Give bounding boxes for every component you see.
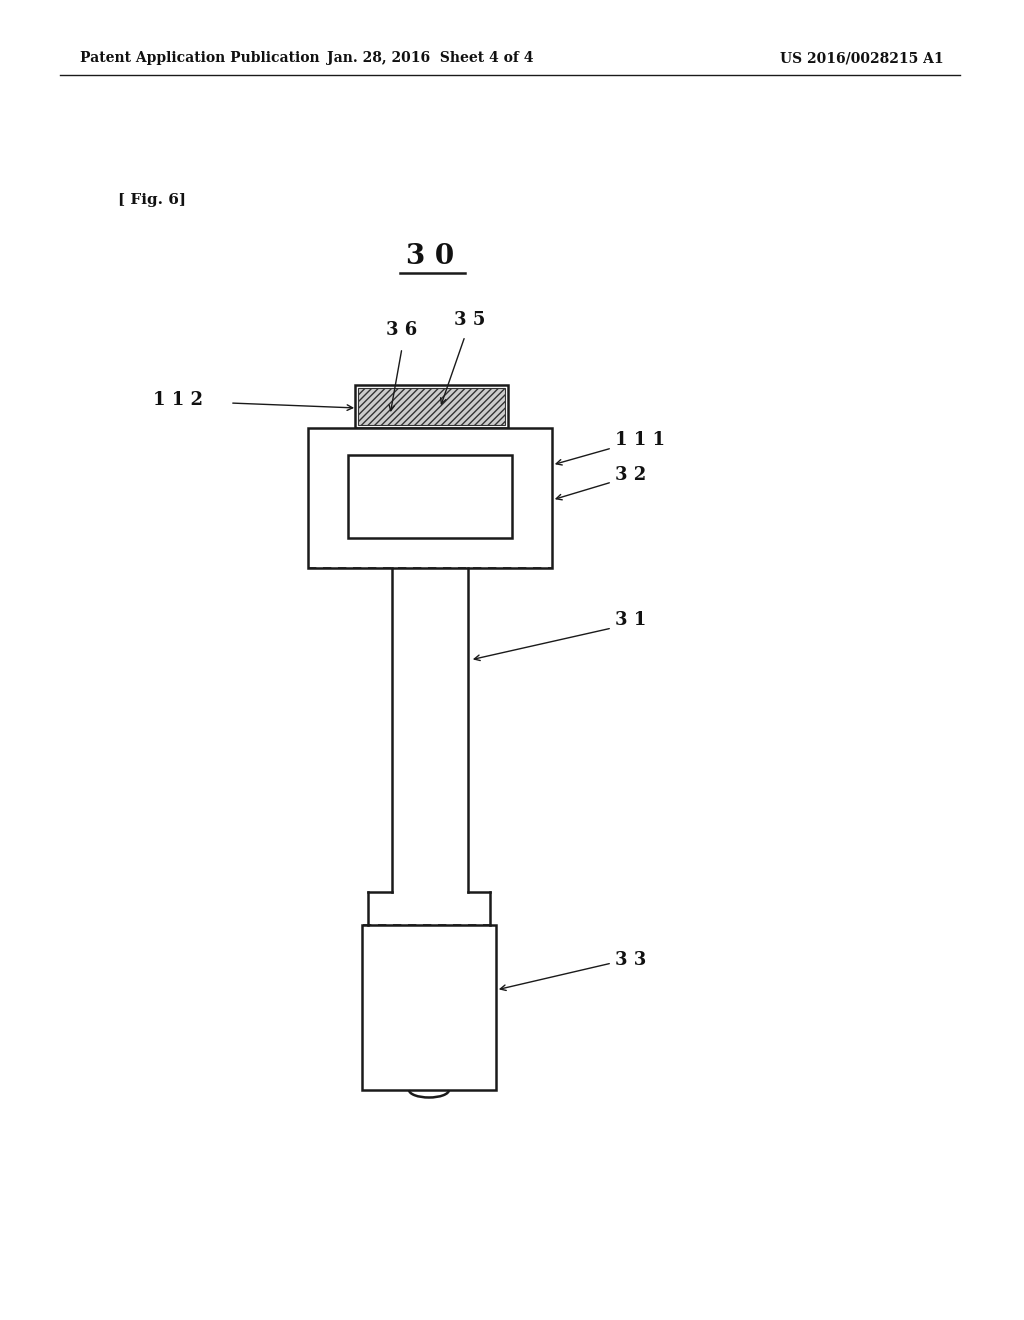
Text: US 2016/0028215 A1: US 2016/0028215 A1 <box>780 51 944 65</box>
Bar <box>358 388 505 425</box>
Text: 1 1 2: 1 1 2 <box>153 391 203 409</box>
Bar <box>348 455 512 539</box>
Bar <box>362 925 496 1090</box>
Bar <box>308 428 552 568</box>
Text: 3 2: 3 2 <box>615 466 646 484</box>
Text: Patent Application Publication: Patent Application Publication <box>80 51 319 65</box>
Text: 3 5: 3 5 <box>455 312 485 329</box>
Text: [ Fig. 6]: [ Fig. 6] <box>118 193 186 207</box>
Text: 3 0: 3 0 <box>406 243 454 271</box>
Text: 3 1: 3 1 <box>615 611 646 630</box>
Bar <box>355 385 508 428</box>
Text: 3 3: 3 3 <box>615 950 646 969</box>
Text: 3 6: 3 6 <box>386 321 418 339</box>
Text: 1 1 1: 1 1 1 <box>615 432 665 449</box>
Text: Jan. 28, 2016  Sheet 4 of 4: Jan. 28, 2016 Sheet 4 of 4 <box>327 51 534 65</box>
